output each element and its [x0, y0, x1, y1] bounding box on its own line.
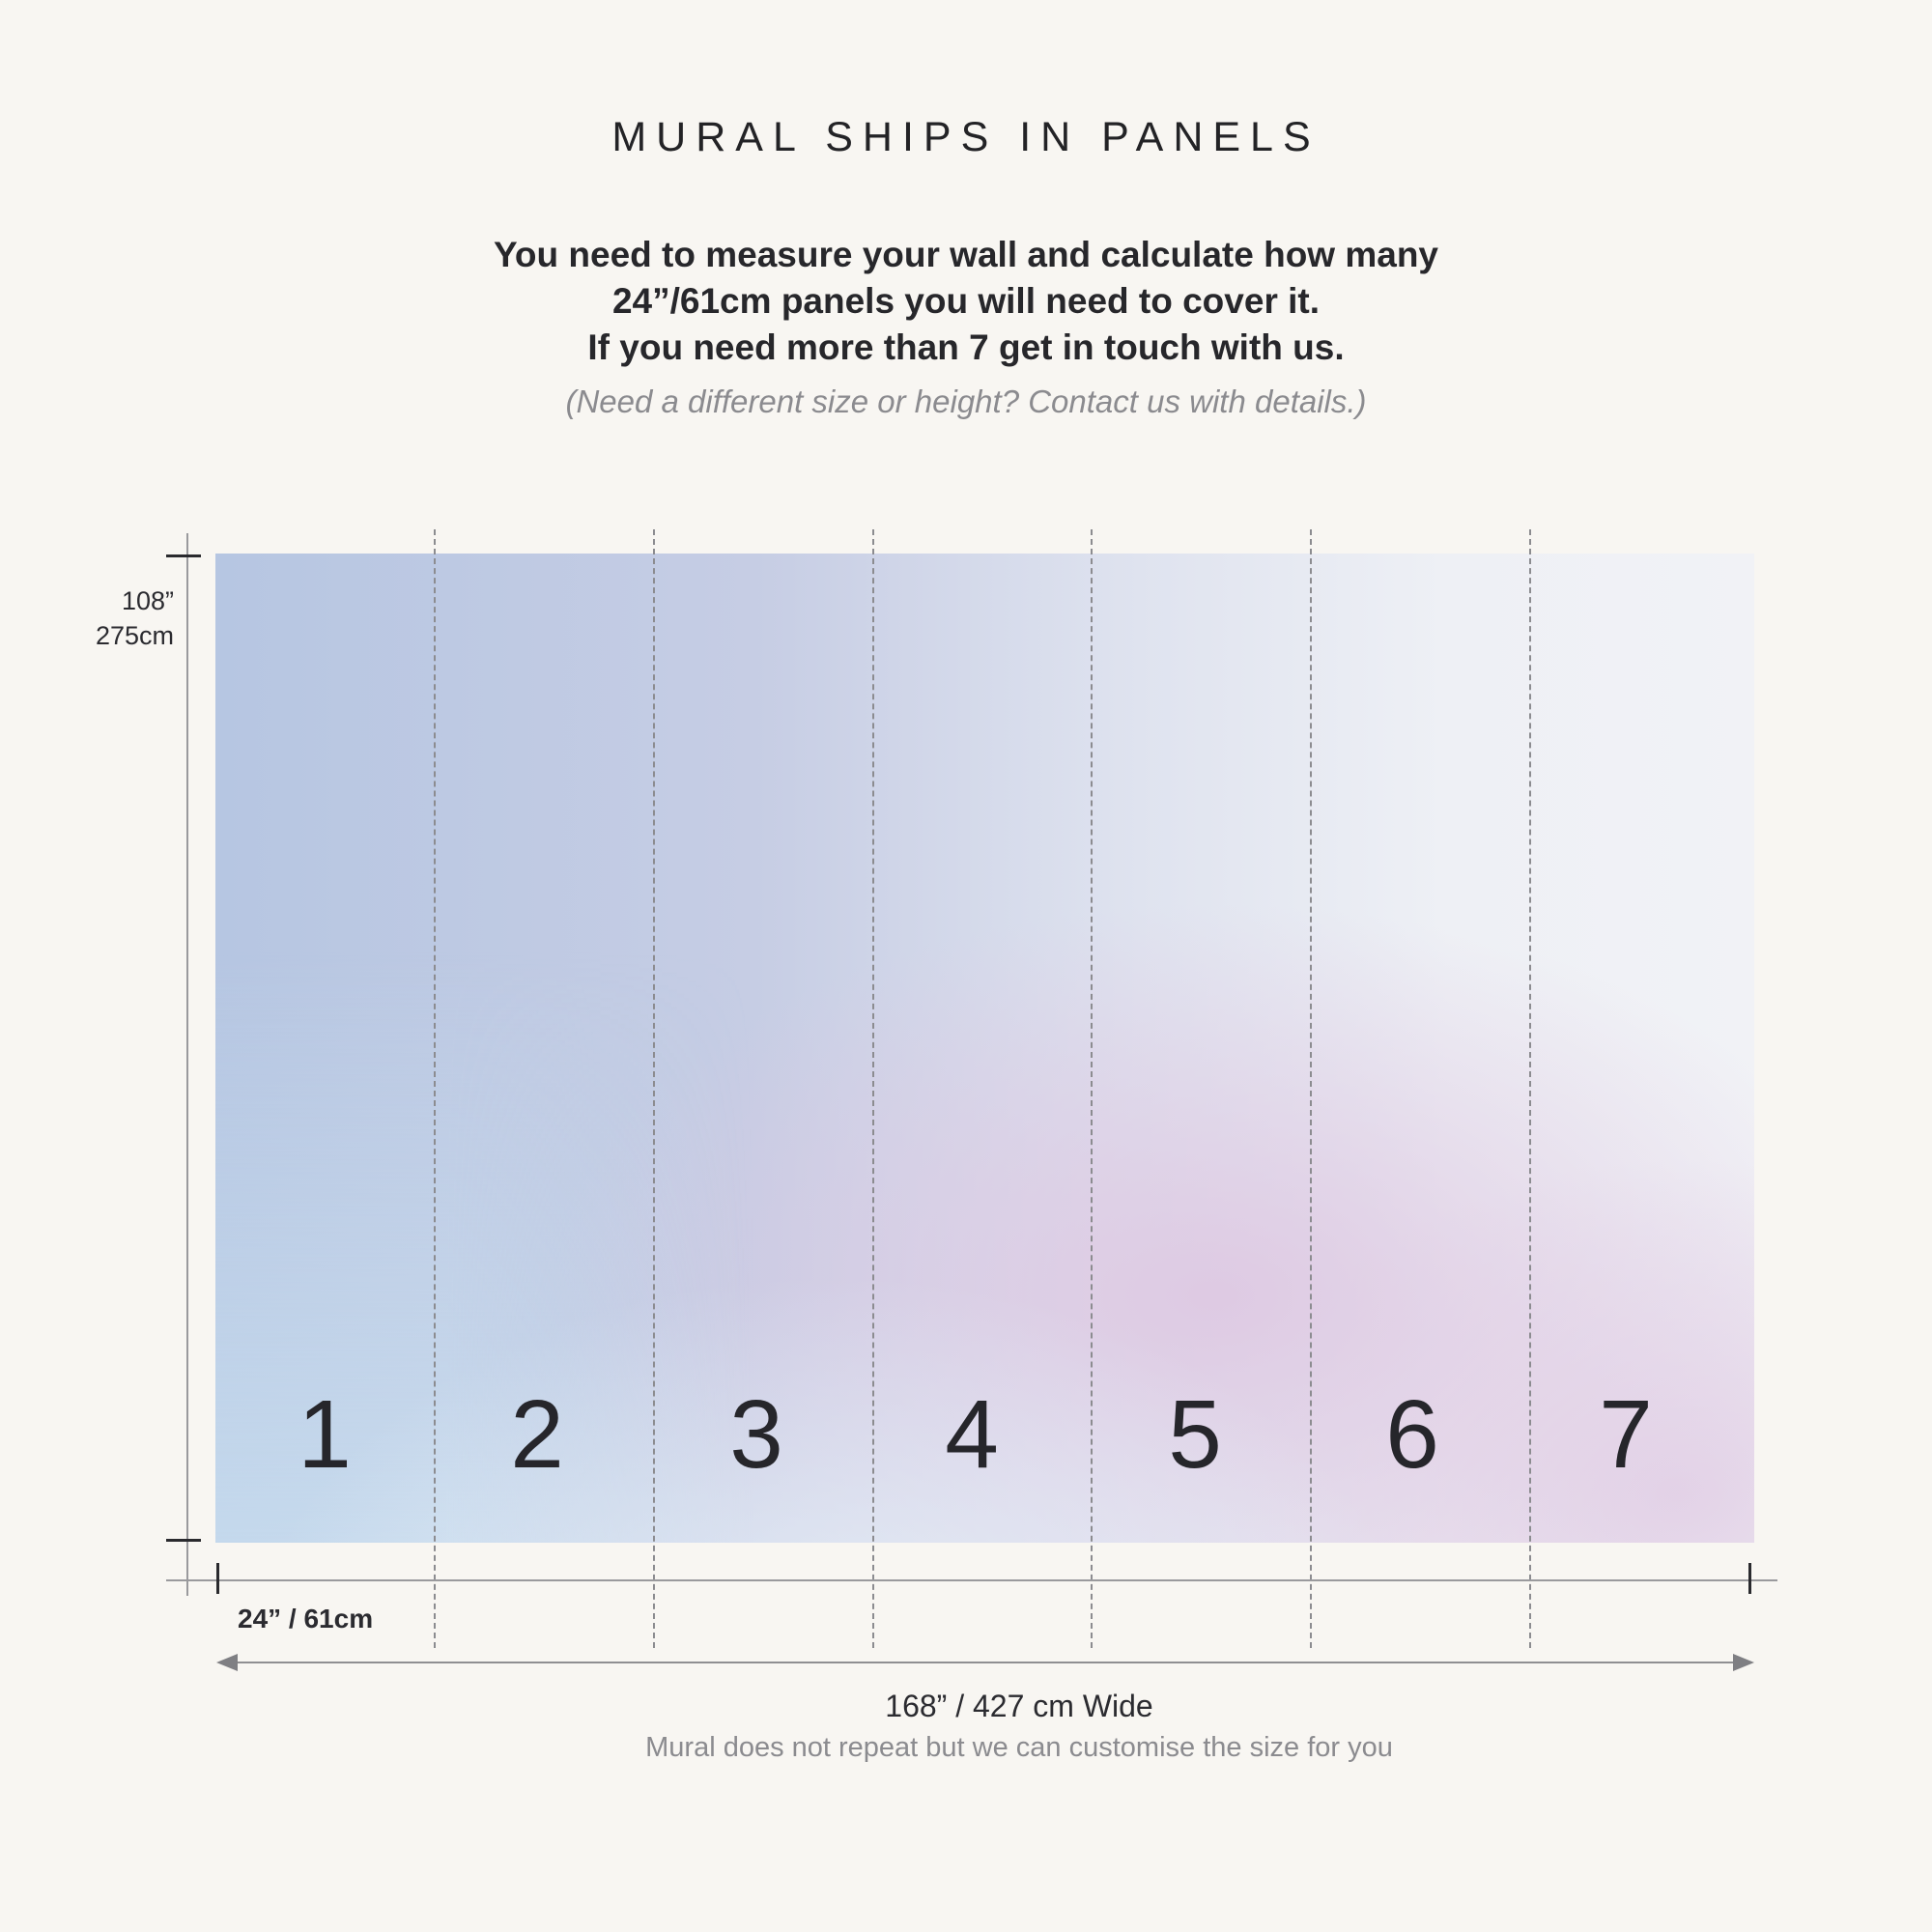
height-label: 108” 275cm: [58, 583, 174, 653]
panel-number: 3: [729, 1380, 783, 1489]
width-right-tick: [1748, 1563, 1751, 1594]
panel-number: 2: [510, 1380, 564, 1489]
arrow-right-head: [1733, 1654, 1754, 1671]
panel-number: 1: [298, 1380, 352, 1489]
instruction-line: 24”/61cm panels you will need to cover i…: [611, 281, 1321, 321]
panel-divider: [1529, 529, 1531, 1648]
customise-note: Mural does not repeat but we can customi…: [645, 1732, 1393, 1763]
arrow-left-head: [216, 1654, 238, 1671]
height-dimension-line: [186, 533, 188, 1596]
panel-divider: [1091, 529, 1093, 1648]
height-top-tick: [166, 554, 201, 557]
page-title: MURAL SHIPS IN PANELS: [611, 114, 1321, 160]
contact-note: (Need a different size or height? Contac…: [565, 384, 1367, 419]
instructions-text: You need to measure your wall and calcul…: [0, 232, 1932, 371]
height-cm: 275cm: [95, 621, 174, 650]
instruction-line: If you need more than 7 get in touch wit…: [587, 327, 1345, 367]
panel-number: 5: [1168, 1380, 1222, 1489]
instruction-line: You need to measure your wall and calcul…: [493, 235, 1439, 274]
width-left-tick: [216, 1563, 219, 1594]
panel-divider: [434, 529, 436, 1648]
height-inches: 108”: [121, 586, 174, 615]
panel-number: 7: [1599, 1380, 1653, 1489]
total-width-label: 168” / 427 cm Wide: [885, 1689, 1153, 1723]
panel-divider: [653, 529, 655, 1648]
panel-number: 4: [945, 1380, 999, 1489]
panel-divider: [1310, 529, 1312, 1648]
mural-preview: [215, 554, 1754, 1543]
width-dimension-line: [166, 1579, 1777, 1581]
mural-light-glow: [215, 554, 1754, 1543]
panel-divider: [872, 529, 874, 1648]
panel-number: 6: [1385, 1380, 1439, 1489]
total-width-arrow: [216, 1654, 1754, 1671]
height-bottom-tick: [166, 1539, 201, 1542]
panel-width-label: 24” / 61cm: [238, 1604, 374, 1634]
